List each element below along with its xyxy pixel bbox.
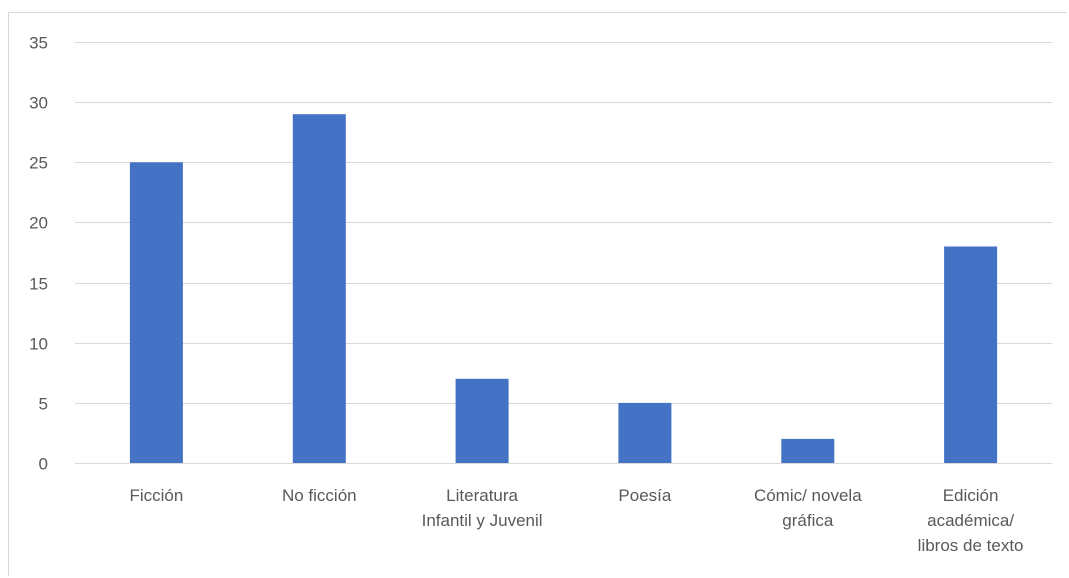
- y-tick-label: 30: [29, 94, 48, 113]
- y-tick-label: 5: [39, 395, 48, 414]
- x-axis-labels: Ficción No ficción Literatura Infantil y Ju…: [129, 486, 1023, 555]
- x-category-label: Edición académica/libros de texto: [918, 486, 1024, 555]
- bar-2: [455, 378, 509, 463]
- y-tick-label: 25: [29, 154, 48, 173]
- y-tick-label: 20: [29, 214, 48, 233]
- bar-0: [129, 162, 183, 464]
- x-category-label: Ficción: [129, 486, 183, 505]
- bar-4: [781, 438, 835, 463]
- chart-frame: [8, 12, 1067, 576]
- x-category-label: No ficción: [282, 486, 357, 505]
- y-tick-label: 35: [29, 34, 48, 53]
- y-tick-label: 10: [29, 335, 48, 354]
- y-tick-label: 0: [39, 455, 48, 474]
- bars: [129, 114, 998, 464]
- y-tick-label: 15: [29, 275, 48, 294]
- x-category-label: Cómic/ novela gráfica: [754, 486, 862, 530]
- x-category-label: Literatura Infantil y Juvenil: [422, 486, 543, 530]
- y-axis-ticks: 0 5 10 15 20 25 30 35: [29, 34, 48, 474]
- gridlines: [75, 42, 1052, 464]
- x-category-label: Poesía: [618, 486, 671, 505]
- bar-3: [618, 402, 672, 463]
- bar-1: [292, 114, 346, 463]
- bar-5: [944, 246, 998, 463]
